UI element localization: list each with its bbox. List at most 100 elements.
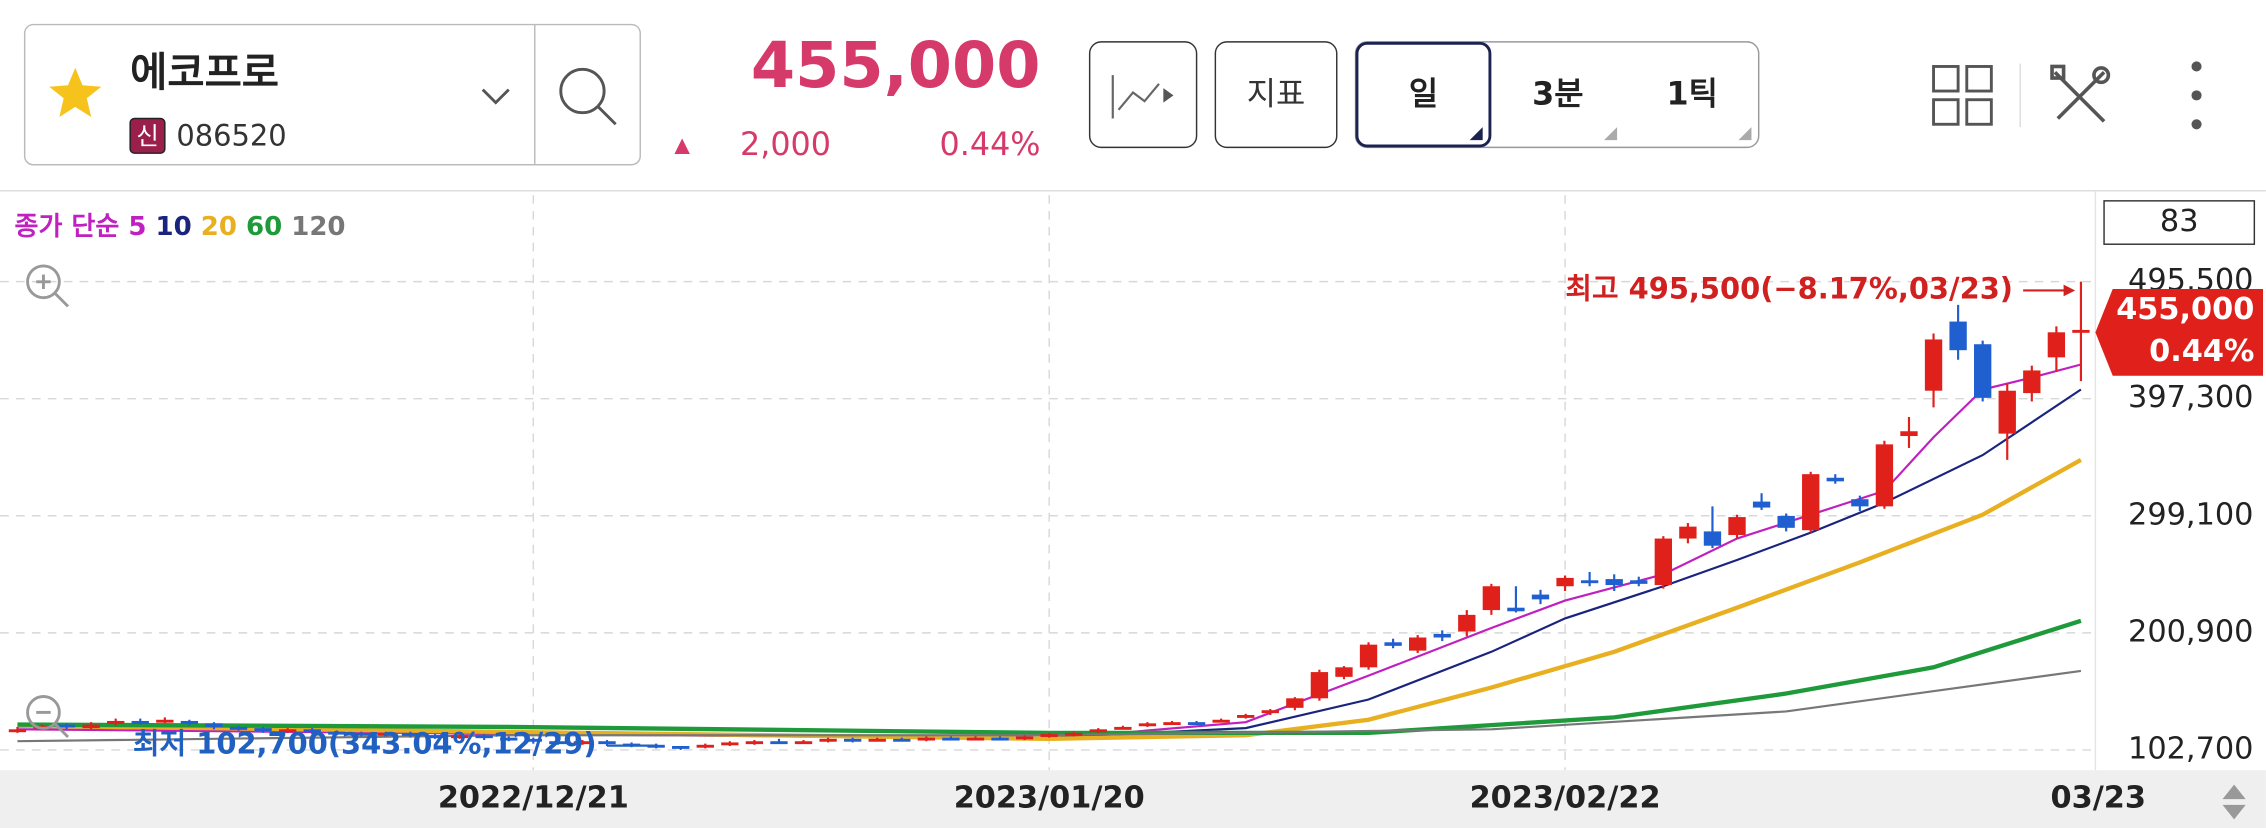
x-tick-label: 03/23 — [2051, 781, 2147, 816]
candle-body — [1507, 607, 1525, 612]
candle-body — [229, 726, 248, 730]
period-3min[interactable]: 3분 — [1532, 75, 1583, 112]
favorite-star[interactable] — [49, 67, 102, 118]
legend-prefix: 종가 단순 — [15, 211, 120, 241]
indicator-button[interactable] — [1214, 41, 1338, 149]
legend-entry: 60 — [246, 211, 282, 241]
candle-body — [1089, 729, 1107, 733]
candle-body — [2023, 370, 2041, 394]
candle-body — [475, 735, 493, 739]
change-arrow: ▲ — [674, 132, 690, 156]
candle-body — [82, 724, 100, 729]
candle-body — [156, 719, 174, 723]
candle-body — [1040, 734, 1058, 737]
period-1tick[interactable]: 1틱 — [1667, 75, 1718, 112]
candle-body — [1335, 667, 1353, 677]
candle-body — [672, 745, 690, 749]
candle-body — [1458, 614, 1476, 632]
candle-body — [1409, 637, 1427, 651]
zoom-out[interactable] — [26, 695, 70, 738]
candle-body — [843, 738, 862, 742]
candle-body — [1163, 722, 1181, 726]
candle-body — [180, 720, 199, 724]
layout-icon[interactable] — [1932, 65, 1993, 126]
candle-body — [794, 741, 813, 745]
candle-body — [721, 742, 739, 746]
candle-body — [1015, 736, 1034, 740]
price-tag — [2095, 289, 2264, 376]
selector-box[interactable] — [23, 23, 641, 166]
candle-body — [917, 737, 936, 741]
candle-body — [1138, 723, 1157, 727]
badge: 신 — [136, 121, 159, 150]
candle-body — [745, 741, 764, 745]
legend-entry: 120 — [291, 211, 345, 241]
candle-body — [942, 737, 960, 741]
x-tick-label: 2023/01/20 — [954, 781, 1145, 816]
candle-body — [1556, 577, 1574, 587]
candle-body — [1187, 722, 1206, 726]
candle-body — [303, 729, 321, 733]
candle-body — [205, 723, 223, 727]
candle-body — [450, 735, 469, 739]
legend-entry: 20 — [201, 211, 237, 241]
change: 2,000 — [740, 126, 831, 163]
change-pct: 0.44% — [940, 126, 1041, 163]
candle-body — [819, 738, 837, 742]
count-box — [2103, 200, 2256, 245]
badge-box — [129, 117, 166, 154]
candle-body — [1998, 390, 2016, 434]
dropdown-chevron[interactable] — [481, 88, 510, 105]
candle-body — [1286, 698, 1304, 708]
candle-body — [2072, 329, 2090, 333]
candle-body — [1605, 579, 1623, 586]
x-tick-label: 2023/02/22 — [1470, 781, 1661, 816]
x-axis-band — [0, 770, 2266, 828]
candle-body — [1777, 515, 1795, 528]
candle-body — [1531, 594, 1550, 600]
legend-entry: 5 — [128, 211, 146, 241]
candle-body — [549, 741, 567, 745]
high-arrow-head — [2063, 284, 2076, 297]
indicator-label: 지표 — [1247, 75, 1305, 112]
candle-body — [1703, 531, 1722, 546]
candle-body — [524, 738, 542, 742]
chart-icon-arrow — [1163, 88, 1174, 103]
ma-line — [17, 618, 2082, 736]
candle-body — [1433, 633, 1451, 638]
candle-body — [1826, 477, 1844, 482]
candle-body — [991, 737, 1009, 741]
chart-type-button[interactable] — [1088, 41, 1198, 149]
candle-body — [377, 732, 395, 736]
candle-body — [57, 724, 76, 728]
count-value: 83 — [2160, 204, 2199, 239]
candle-body — [966, 737, 985, 741]
candle-body — [1728, 517, 1746, 535]
candle-body — [1924, 339, 1943, 391]
period-selected[interactable] — [1355, 41, 1492, 148]
candle-body — [696, 744, 714, 748]
scroll-arrows[interactable] — [2222, 784, 2246, 820]
candle-body — [1310, 672, 1329, 699]
candle-body — [1580, 580, 1599, 584]
price-tag-price: 455,000 — [2116, 292, 2254, 327]
search-icon[interactable] — [559, 67, 606, 115]
chart-icon-line — [1117, 83, 1160, 111]
ma-line — [17, 457, 2082, 742]
period-day[interactable]: 일 — [1409, 75, 1438, 112]
more-icon[interactable] — [2191, 61, 2202, 130]
zoom-in[interactable] — [26, 264, 70, 308]
legend-entry: 10 — [156, 211, 192, 241]
candle-body — [1359, 644, 1378, 668]
candle-body — [893, 738, 911, 742]
candle-body — [500, 737, 518, 741]
candle-body — [1802, 474, 1820, 531]
candle-body — [1949, 321, 1967, 351]
candle-body — [1482, 586, 1501, 611]
candle-body — [868, 738, 886, 742]
corner-mark — [1469, 127, 1483, 141]
stock-selector[interactable]: 에코프로 신 086520 — [23, 23, 641, 166]
candle-body — [1384, 642, 1402, 646]
tools-icon[interactable] — [2050, 64, 2111, 123]
